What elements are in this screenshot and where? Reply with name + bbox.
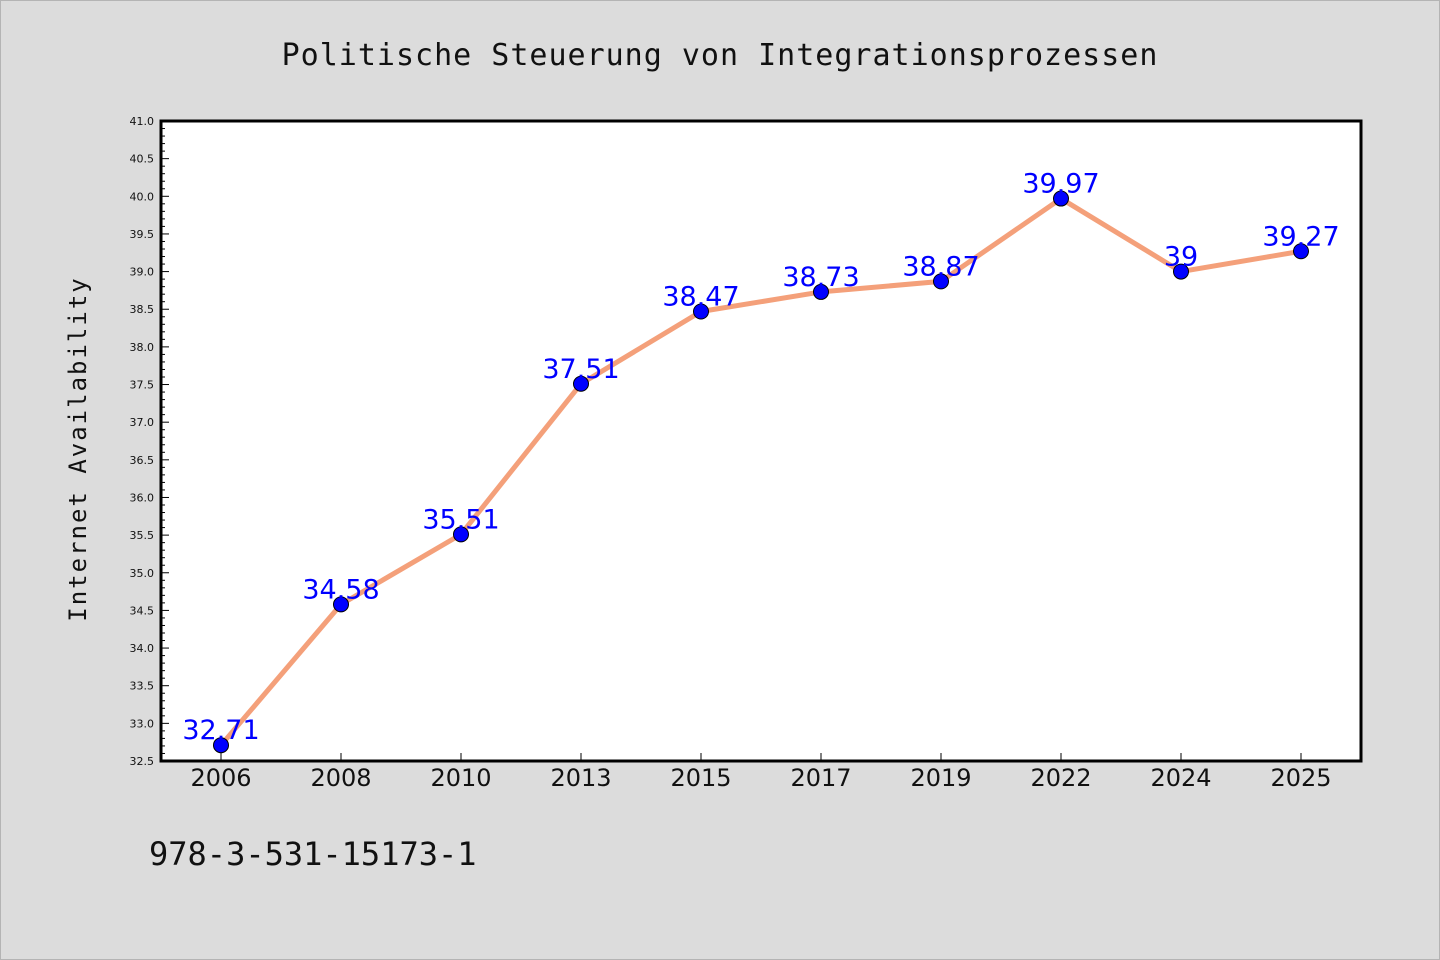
y-tick-label: 35.5 [130,529,155,542]
y-tick-label: 37.5 [130,379,155,392]
y-tick-label: 40.0 [130,190,155,203]
isbn-footer: 978-3-531-15173-1 [149,835,477,873]
y-tick-label: 36.0 [130,491,155,504]
x-tick-label: 2010 [430,764,491,792]
data-point-marker [573,375,589,392]
y-tick-label: 33.0 [130,717,155,730]
data-label: 37.51 [542,354,619,385]
x-tick-label: 2022 [1030,764,1091,792]
series-group: 32.71 34.58 35.51 37.51 38.47 38.73 38.87 39.97… [182,169,1340,754]
chart-title: Politische Steuerung von Integrationspro… [282,38,1159,73]
y-tick-label: 39.5 [130,228,155,241]
x-axis: 2006 2008 2010 2013 2015 2017 2019 2022 2024 2025 [190,753,1332,792]
x-tick-label: 2015 [670,764,731,792]
x-tick-label: 2024 [1150,764,1211,792]
data-label: 39.97 [1022,169,1099,200]
data-point-marker [813,283,829,300]
y-axis-label: Internet Availability [64,276,92,621]
data-label: 39.27 [1262,221,1339,252]
data-point-marker [933,273,949,290]
x-tick-label: 2017 [790,764,851,792]
x-tick-label: 2008 [310,764,371,792]
data-label: 35.51 [422,504,499,535]
data-point-marker [1293,243,1309,260]
x-tick-label: 2019 [910,764,971,792]
y-tick-label: 36.5 [130,454,155,467]
data-label: 38.87 [902,251,979,282]
data-label: 38.47 [662,281,739,312]
data-point-marker [1173,263,1189,280]
series-line [218,196,1304,748]
y-tick-label: 40.5 [130,153,155,166]
y-tick-label: 35.0 [130,567,155,580]
y-tick-label: 38.0 [130,341,155,354]
data-label: 34.58 [302,574,379,605]
y-axis: 32.5 33.0 33.5 34.0 34.5 35.0 35.5 36.0 36.5 37.0… [130,115,169,768]
y-tick-label: 32.5 [130,755,155,768]
y-tick-label: 34.0 [130,642,155,655]
data-label: 38.73 [782,262,859,293]
y-tick-label: 41.0 [130,115,155,128]
x-tick-label: 2006 [190,764,251,792]
x-tick-label: 2013 [550,764,611,792]
data-point-marker [453,526,469,543]
data-point-marker [213,737,229,754]
y-tick-label: 38.5 [130,303,155,316]
data-point-marker [1053,190,1069,207]
data-label: 39 [1164,242,1198,273]
data-point-marker [333,596,349,613]
data-label: 32.71 [182,715,259,746]
x-tick-label: 2025 [1270,764,1331,792]
data-point-marker [693,303,709,320]
plot-area [159,119,1363,763]
y-tick-label: 33.5 [130,680,155,693]
y-tick-label: 39.0 [130,266,155,279]
y-tick-label: 37.0 [130,416,155,429]
y-tick-label: 34.5 [130,604,155,617]
